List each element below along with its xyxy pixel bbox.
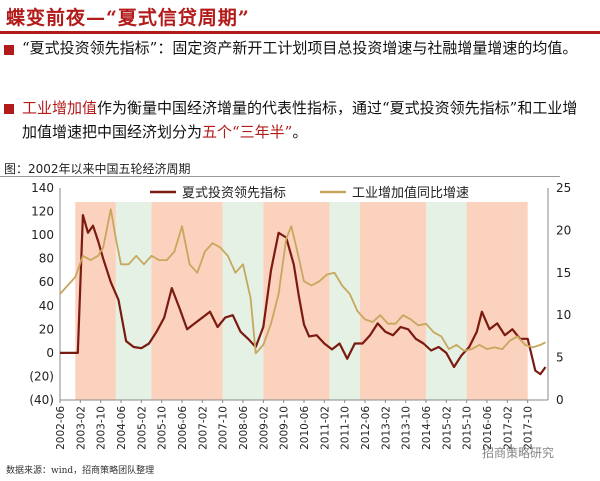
caption-rule bbox=[0, 176, 560, 177]
watermark-text: 招商策略研究 bbox=[482, 446, 555, 460]
phase-band-9 bbox=[466, 202, 528, 400]
left-tick-label: 60 bbox=[39, 275, 54, 289]
x-tick-label: 2004-06 bbox=[116, 406, 128, 450]
x-tick-label: 2015-10 bbox=[462, 406, 474, 450]
legend-label-1: 夏式投资领先指标 bbox=[182, 185, 286, 201]
x-tick-label: 2013-10 bbox=[401, 406, 413, 450]
x-tick-label: 2011-02 bbox=[319, 406, 331, 450]
slide-title: 蝶变前夜—“夏式信贷周期” bbox=[6, 7, 250, 29]
bullet-text-1: “夏式投资领先指标”：固定资产新开工计划项目总投资增速与社融增量增速的均值。 bbox=[22, 36, 590, 60]
left-tick-label: (20) bbox=[29, 369, 54, 383]
phase-band-4 bbox=[222, 202, 264, 400]
bullet-text-2: 工业增加值作为衡量中国经济增量的代表性指标，通过“夏式投资领先指标”和工业增加值… bbox=[22, 96, 590, 144]
left-tick-label: 20 bbox=[39, 322, 54, 336]
x-tick-label: 2007-10 bbox=[218, 406, 230, 450]
series-line-2 bbox=[59, 208, 546, 355]
right-tick-label: 25 bbox=[556, 181, 571, 195]
left-tick-label: 120 bbox=[31, 205, 54, 219]
left-tick-label: 40 bbox=[39, 299, 54, 313]
left-tick-label: 80 bbox=[39, 252, 54, 266]
x-tick-label: 2003-10 bbox=[96, 406, 108, 450]
phase-band-7 bbox=[359, 202, 426, 400]
series-line-1 bbox=[60, 214, 547, 376]
chart-caption: 图：2002年以来中国五轮经济周期 bbox=[4, 162, 191, 176]
bullet-marker-2 bbox=[4, 104, 14, 114]
series-lines bbox=[59, 208, 547, 376]
right-tick-label: 0 bbox=[556, 393, 564, 407]
left-tick-label: 100 bbox=[31, 228, 54, 242]
x-tick-label: 2003-02 bbox=[75, 406, 87, 450]
x-tick-label: 2016-06 bbox=[482, 406, 494, 450]
x-tick-label: 2012-06 bbox=[360, 406, 372, 450]
phase-bands bbox=[75, 202, 528, 400]
x-tick-label: 2005-02 bbox=[136, 406, 148, 450]
phase-band-6 bbox=[329, 202, 360, 400]
phase-band-2 bbox=[115, 202, 152, 400]
cycle-chart: 140 120 100 80 60 40 20 0 (20) (40) 25 20 15 10 5 0 2002… bbox=[29, 181, 571, 450]
bullet-marker-1 bbox=[4, 45, 14, 55]
phase-band-3 bbox=[151, 202, 223, 400]
x-tick-label: 2009-02 bbox=[258, 406, 270, 450]
legend-label-2: 工业增加值同比增速 bbox=[352, 185, 469, 201]
x-tick-label: 2017-10 bbox=[523, 406, 535, 450]
left-tick-label: 140 bbox=[31, 181, 54, 195]
x-tick-label: 2014-06 bbox=[421, 406, 433, 450]
x-tick-label: 2011-10 bbox=[340, 406, 352, 450]
x-tick-label: 2010-06 bbox=[299, 406, 311, 450]
x-tick-label: 2009-10 bbox=[279, 406, 291, 450]
left-tick-label: (40) bbox=[29, 393, 54, 407]
chart-legend: 夏式投资领先指标 工业增加值同比增速 bbox=[150, 185, 469, 201]
x-tick-label: 2002-06 bbox=[55, 406, 67, 450]
right-tick-label: 5 bbox=[556, 351, 564, 365]
phase-band-5 bbox=[263, 202, 330, 400]
x-tick-label: 2008-06 bbox=[238, 406, 250, 450]
right-tick-label: 20 bbox=[556, 223, 571, 237]
x-tick-label: 2017-02 bbox=[502, 406, 514, 450]
x-tick-label: 2007-02 bbox=[197, 406, 209, 450]
phase-band-8 bbox=[426, 202, 467, 400]
data-source-note: 数据来源：wind，招商策略团队整理 bbox=[6, 466, 155, 476]
right-tick-label: 10 bbox=[556, 308, 571, 322]
left-tick-label: 0 bbox=[46, 346, 54, 360]
x-tick-label: 2015-02 bbox=[441, 406, 453, 450]
bullet-2-segment-4: 。 bbox=[292, 123, 308, 141]
x-tick-label: 2006-06 bbox=[177, 406, 189, 450]
bullet-1-segment-1: “夏式投资领先指标”：固定资产新开工计划项目总投资增速与社融增量增速的均值。 bbox=[22, 39, 578, 57]
title-rule bbox=[0, 31, 600, 34]
bullet-2-segment-1: 工业增加值 bbox=[22, 99, 98, 117]
chart-axes: 140 120 100 80 60 40 20 0 (20) (40) 25 20 15 10 5 0 2002… bbox=[29, 181, 571, 450]
x-tick-label: 2005-10 bbox=[157, 406, 169, 450]
x-tick-label: 2013-02 bbox=[380, 406, 392, 450]
right-tick-label: 15 bbox=[556, 266, 571, 280]
bullet-2-segment-2: 作为衡量中国经济增量的代表性指标，通过“夏式投资领先指标”和工业增加值增速把中国… bbox=[22, 99, 578, 141]
bullet-2-segment-3: 五个“三年半” bbox=[202, 123, 293, 141]
